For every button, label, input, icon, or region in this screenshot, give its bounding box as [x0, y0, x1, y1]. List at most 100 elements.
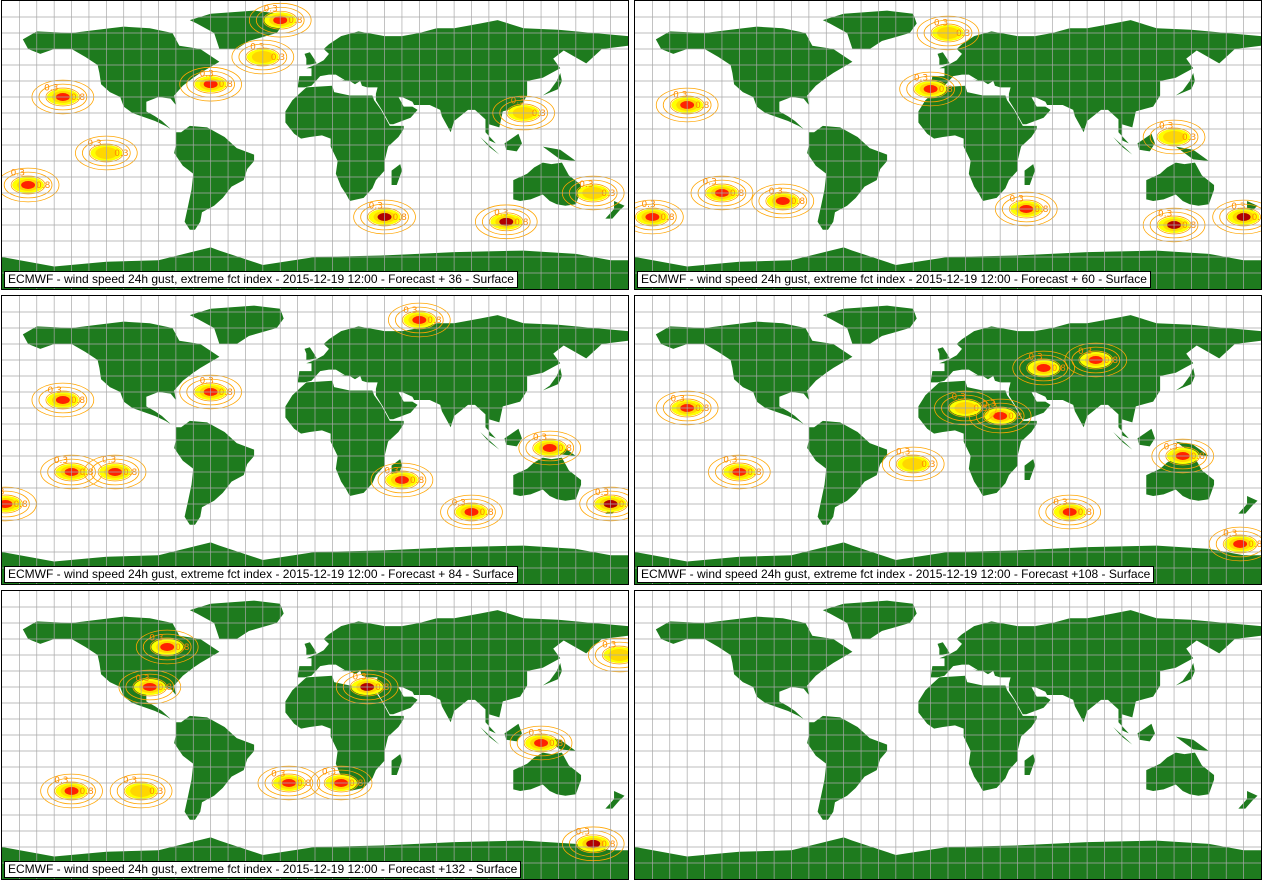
contour-value-label: 0.3 [123, 776, 137, 786]
contour-value-label: 0.8 [175, 643, 190, 653]
landmass-uk [937, 642, 950, 655]
contour-value-label: 0.8 [514, 218, 529, 228]
landmass-greenland [822, 305, 917, 344]
panel-caption: ECMWF - wind speed 24h gust, extreme fct… [637, 271, 1151, 288]
contour-value-label: 0.8 [1052, 364, 1067, 374]
landmass-borneo [504, 428, 522, 447]
landmass-south-america [807, 715, 888, 820]
contour-value-label: 0.3 [723, 456, 737, 466]
contour-value-label: 0.3 [135, 674, 149, 684]
landmass-new-zealand [1238, 791, 1258, 809]
contour-value-label: 0.3 [102, 456, 116, 466]
contour-value-label: 0.3 [403, 306, 417, 316]
contour-value-label: 0.8 [158, 683, 173, 693]
contour-value-label: 0.8 [730, 189, 745, 199]
panel-caption: ECMWF - wind speed 24h gust, extreme fct… [4, 861, 522, 878]
panel-caption: ECMWF - wind speed 24h gust, extreme fct… [4, 566, 518, 583]
contour-value-label: 0.3 [627, 651, 628, 661]
landmass-uk [304, 52, 317, 65]
map-canvas: 0.8 0.3 0.8 0.3 0.8 0.3 0.8 0.3 0.8 0.3 0.8 0.3 0.8 0… [2, 296, 628, 584]
landmass-eurasia [297, 315, 628, 439]
landmass-eurasia [297, 20, 628, 144]
contour-value-label: 0.3 [200, 376, 214, 386]
contour-value-label: 0.8 [219, 388, 234, 398]
contour-value-label: 0.3 [533, 433, 547, 443]
landmass-south-america [174, 125, 255, 230]
contour-value-label: 0.3 [353, 672, 367, 682]
contour-value-label: 0.8 [80, 468, 95, 478]
contour-value-label: 0.8 [791, 197, 806, 207]
contour-value-label: 0.3 [1159, 122, 1173, 132]
contour-value-label: 0.3 [532, 109, 546, 119]
landmass-uk [937, 347, 950, 360]
landmass-uk [304, 642, 317, 655]
contour-value-label: 0.3 [1053, 498, 1067, 508]
landmass-north-america [22, 321, 220, 428]
contour-value-label: 0.3 [87, 139, 101, 149]
panel-caption: ECMWF - wind speed 24h gust, extreme fct… [4, 271, 518, 288]
contour-value-label: 0.3 [671, 394, 685, 404]
contour-value-label: 0.3 [11, 168, 25, 178]
contour-value-label: 0.8 [1008, 412, 1023, 422]
contour-value-label: 0.8 [619, 500, 628, 510]
contour-value-label: 0.3 [452, 499, 466, 509]
landmass-greenland [822, 10, 917, 49]
landmass-south-america [807, 125, 888, 230]
landmass-japan [542, 73, 562, 96]
map-panel-6 [634, 590, 1262, 880]
landmass-australia [513, 457, 582, 501]
landmass-sumatra [480, 136, 500, 155]
contour-value-label: 0.8 [123, 468, 138, 478]
contour-value-label: 0.3 [601, 189, 615, 199]
contour-value-label: 0.8 [601, 840, 616, 850]
contour-value-label: 0.8 [1034, 205, 1049, 215]
contour-value-label: 0.3 [264, 4, 278, 14]
landmass-north-america [655, 321, 853, 428]
contour-value-label: 0.3 [2, 488, 4, 498]
contour-value-label: 0.3 [914, 74, 928, 84]
landmass-greenland [189, 600, 284, 639]
contour-value-label: 0.3 [982, 399, 996, 409]
contour-value-label: 0.3 [149, 787, 163, 797]
contour-value-label: 0.8 [479, 508, 494, 518]
efi-feature [518, 430, 582, 466]
landmass-south-america [174, 715, 255, 820]
map-canvas: 0.8 0.3 0.8 0.3 0.8 0.3 0.8 0.3 0.8 0.3 0.8 0.3 0.8 0… [635, 1, 1261, 289]
landmass-borneo [504, 723, 522, 742]
landmass-australia [1146, 457, 1215, 501]
contour-value-label: 0.3 [1182, 133, 1196, 143]
contour-value-label: 0.3 [48, 386, 62, 396]
efi-feature [31, 382, 95, 418]
landmass-greenland [189, 10, 284, 49]
landmass-new-zealand [605, 201, 625, 219]
map-panel-3: 0.8 0.3 0.8 0.3 0.8 0.3 0.8 0.3 0.8 0.3 0.8 0.3 0.8 0… [1, 295, 629, 585]
contour-value-label: 0.8 [549, 739, 564, 749]
landmass-new-guinea [1175, 146, 1209, 161]
contour-value-label: 0.3 [1223, 529, 1237, 539]
contour-value-label: 0.3 [322, 767, 336, 777]
contour-value-label: 0.8 [80, 787, 95, 797]
efi-feature [1208, 526, 1261, 562]
contour-value-label: 0.3 [579, 180, 593, 190]
contour-value-label: 0.3 [200, 69, 214, 79]
landmass-uk [304, 347, 317, 360]
contour-value-label: 0.3 [250, 42, 264, 52]
contour-value-label: 0.8 [747, 468, 762, 478]
landmass-japan [1175, 73, 1195, 96]
map-panel-2: 0.8 0.3 0.8 0.3 0.8 0.3 0.8 0.3 0.8 0.3 0.8 0.3 0.8 0… [634, 0, 1262, 290]
contour-value-label: 0.3 [271, 53, 285, 63]
contour-value-label: 0.3 [769, 187, 783, 197]
contour-value-label: 0.8 [288, 16, 303, 26]
contour-value-label: 0.3 [703, 178, 717, 188]
contour-value-label: 0.3 [44, 84, 58, 94]
contour-value-label: 0.3 [494, 208, 508, 218]
contour-value-label: 0.8 [939, 85, 954, 95]
contour-value-label: 0.8 [1182, 221, 1197, 231]
landmass-japan [1175, 368, 1195, 391]
contour-value-label: 0.3 [271, 770, 285, 780]
contour-value-label: 0.3 [1010, 194, 1024, 204]
contour-value-label: 0.8 [1078, 508, 1093, 518]
contour-value-label: 0.3 [54, 456, 68, 466]
landmass-borneo [504, 133, 522, 152]
landmass-japan [1175, 663, 1195, 686]
